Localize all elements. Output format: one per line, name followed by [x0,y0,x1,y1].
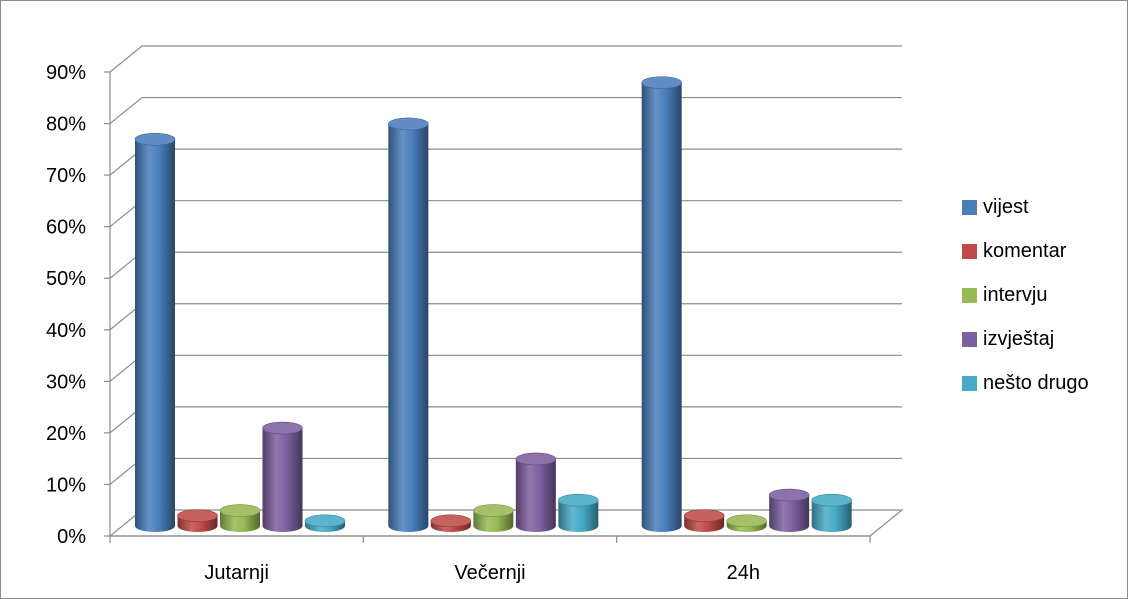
bar-body [388,123,429,532]
bar-0-1 [177,509,218,532]
y-tick-label: 90% [46,62,86,84]
bar-1-3 [515,452,557,532]
legend-item-intervju: intervju [962,284,1122,307]
category-labels: Jutarnji Večernji 24h [204,562,760,584]
bar-2-2 [726,514,767,532]
bar-top [430,514,472,528]
y-tick-label: 70% [46,165,86,187]
y-tick-labels: 0% 10% 20% 30% 40% 50% 60% 70% 80% 90% [46,62,86,548]
bar-0-4 [304,514,346,532]
gridline [109,251,902,279]
y-tick-label: 50% [46,268,86,290]
y-tick-label: 0% [57,526,86,548]
bar-body [558,500,599,532]
legend-item-nesto-drugo: nešto drugo [962,372,1122,395]
gridline [109,406,902,434]
bar-body [135,139,175,533]
gridline [109,148,902,176]
bar-body [769,495,810,532]
bar-top [388,117,429,131]
bar-top [515,452,557,466]
gridline [109,45,902,73]
bar-1-2 [473,504,514,532]
bar-body [811,500,852,532]
category-label: 24h [727,562,760,584]
bar-top [726,514,767,528]
legend-label-nesto-drugo: nešto drugo [983,372,1089,394]
gridline [109,354,902,382]
bar-top [219,504,261,517]
bar-1-0 [388,117,429,532]
legend-item-izvjestaj: izvještaj [962,328,1122,351]
bar-body [515,458,556,532]
gridline [109,303,902,331]
gridline [109,457,902,485]
legend: vijest komentar intervju izvještaj nešto… [962,196,1122,416]
category-label: Jutarnji [204,562,268,584]
y-tick-label: 20% [46,423,86,445]
legend-label-intervju: intervju [983,284,1048,306]
y-tick-label: 30% [46,371,86,393]
bar-top [262,421,303,435]
gridline [109,96,902,125]
bars [134,76,852,533]
bar-2-4 [811,493,852,532]
bar-2-0 [641,76,682,532]
legend-label-komentar: komentar [983,240,1067,262]
legend-label-izvjestaj: izvještaj [983,328,1055,350]
gridline [109,200,902,228]
category-label: Večernji [454,562,525,584]
bar-top [811,493,852,507]
bar-1-4 [558,493,599,532]
legend-swatch-komentar [962,244,977,259]
legend-swatch-vijest [962,200,977,215]
y-tick-label: 60% [46,217,86,239]
bar-0-3 [262,421,303,532]
bar-top [177,509,218,522]
bar-top [558,493,599,507]
legend-swatch-izvjestaj [962,332,977,347]
bar-2-1 [683,509,725,532]
bar-1-1 [430,514,472,532]
y-tick-label: 40% [46,320,86,342]
bar-top [304,514,346,528]
bar-top [134,133,176,146]
axes [104,71,871,543]
bar-0-0 [134,133,176,533]
bar-top [768,488,810,502]
bar-top [641,76,682,89]
legend-swatch-nesto-drugo [962,376,977,391]
gridlines [108,45,904,537]
legend-label-vijest: vijest [983,196,1029,218]
bar-0-2 [219,504,261,532]
bar-body [262,428,303,532]
legend-item-vijest: vijest [962,196,1122,219]
bar-2-3 [768,488,810,532]
legend-swatch-intervju [962,288,977,303]
bar-top [683,509,725,522]
y-tick-label: 80% [46,114,86,136]
bar-top [473,504,514,517]
bar-body [641,82,682,532]
legend-item-komentar: komentar [962,240,1122,263]
y-tick-label: 10% [46,474,86,496]
